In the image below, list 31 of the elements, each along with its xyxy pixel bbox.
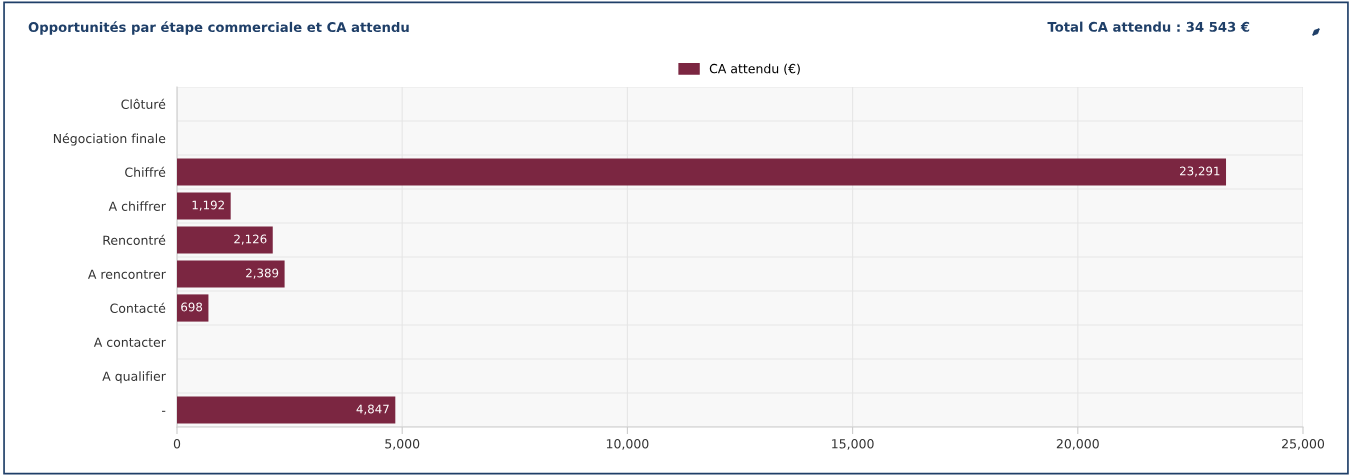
x-tick-label: 10,000	[606, 439, 649, 450]
x-tick-label: 0	[173, 439, 181, 449]
bar	[177, 294, 209, 322]
data-label: 4,847	[356, 404, 389, 415]
y-tick-label: A qualifier	[102, 371, 166, 384]
y-tick-label: Négociation finale	[53, 133, 166, 146]
y-tick-label: A rencontrer	[87, 269, 166, 279]
y-tick-label: A chiffrer	[108, 201, 166, 211]
bar	[177, 396, 396, 424]
y-tick-label: Contacté	[110, 302, 166, 313]
y-tick-label: Rencontré	[103, 234, 166, 245]
x-tick-label: 25,000	[1282, 439, 1325, 450]
data-label: 2,389	[246, 268, 279, 279]
y-tick-label: A contacter	[93, 337, 166, 347]
bar	[177, 192, 231, 220]
data-label: 2,126	[234, 234, 267, 245]
bar	[177, 260, 285, 288]
chart-title: Opportunités par étape commerciale et CA attendu	[28, 21, 409, 35]
bar	[177, 226, 273, 254]
data-label: 1,192	[192, 200, 224, 211]
bar	[177, 158, 1227, 186]
x-tick-label: 20,000	[1056, 439, 1099, 450]
legend-label: CA attendu (€)	[709, 63, 800, 75]
text: Total CA attendu : 34 543 €	[1047, 21, 1250, 32]
x-tick-label: 15,000	[832, 439, 874, 450]
y-tick-label: -	[161, 410, 166, 412]
data-label: 23,291	[1180, 166, 1220, 177]
y-tick-label: Clôturé	[121, 98, 166, 109]
x-tick-label: 5,000	[385, 439, 420, 450]
y-tick-label: Chiffré	[125, 166, 166, 177]
data-label: 698	[181, 302, 203, 312]
